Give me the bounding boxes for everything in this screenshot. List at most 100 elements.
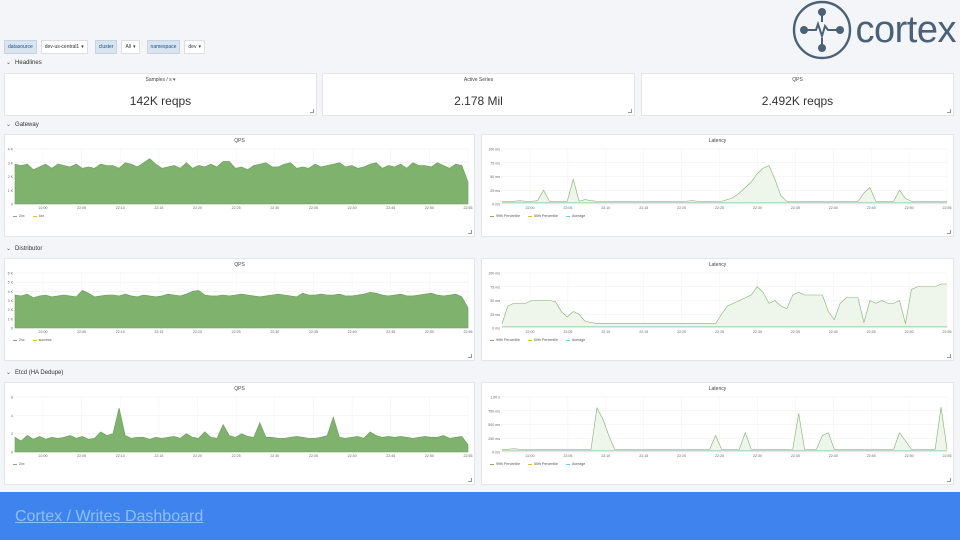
x-tick-label: 22:40	[348, 206, 357, 210]
row-gateway[interactable]: ⌄ Gateway	[6, 121, 39, 129]
resize-handle[interactable]	[628, 109, 632, 113]
legend: 99th Percentile 50th Percentile Average	[490, 214, 585, 218]
y-tick-label: 0	[11, 327, 13, 331]
legend-item[interactable]: Average	[565, 214, 585, 218]
x-tick-label: 22:10	[601, 330, 610, 334]
resize-handle[interactable]	[310, 109, 314, 113]
graph-panel-etcd-latency[interactable]: Latency 1.00 s 750 ms 500 ms 250 ms 0 ms 22:00…	[481, 382, 954, 485]
panel-title: QPS	[234, 386, 245, 392]
legend-swatch	[13, 463, 17, 465]
series-area-2xx	[14, 158, 469, 205]
legend-swatch	[13, 339, 17, 341]
x-tick-label: 22:00	[526, 330, 535, 334]
series-line-p99	[502, 165, 947, 202]
y-tick-label: 2 K	[8, 308, 14, 312]
row-distributor[interactable]: ⌄ Distributor	[6, 245, 42, 253]
stat-value: 142K reqps	[129, 94, 192, 108]
x-tick-label: 22:30	[753, 206, 762, 210]
legend-item[interactable]: 2xx	[13, 338, 25, 342]
legend-swatch	[13, 215, 17, 217]
x-tick-label: 22:00	[526, 206, 535, 210]
legend-item[interactable]: Average	[565, 338, 585, 342]
dashboard-title-link[interactable]: Cortex / Writes Dashboard	[15, 508, 204, 525]
x-tick-label: 22:40	[829, 330, 838, 334]
legend-item[interactable]: 50th Percentile	[527, 214, 558, 218]
legend-item[interactable]: 2xx	[13, 462, 25, 466]
legend-item[interactable]: 2xx	[13, 214, 25, 218]
x-tick-label: 22:45	[867, 454, 876, 458]
y-tick-label: 75 ms	[490, 285, 500, 289]
legend-item[interactable]: 50th Percentile	[527, 338, 558, 342]
y-tick-label: 0 ms	[492, 203, 500, 207]
chevron-down-icon: ⌄	[6, 370, 12, 376]
legend-swatch	[490, 339, 494, 341]
x-tick-label: 22:50	[905, 206, 914, 210]
legend-label: 2xx	[19, 214, 25, 218]
resize-handle[interactable]	[947, 230, 951, 234]
legend-item[interactable]: 4xx	[32, 214, 45, 218]
var-label-datasource: datasource	[4, 40, 37, 54]
x-tick-label: 22:55	[943, 330, 952, 334]
cortex-logo: cortex	[792, 0, 957, 60]
resize-handle[interactable]	[947, 354, 951, 358]
stat-panel-qps[interactable]: QPS 2.492K reqps	[641, 73, 954, 116]
series-line-p99	[501, 283, 947, 324]
x-tick-label: 22:05	[77, 454, 86, 458]
x-tick-label: 22:00	[39, 454, 48, 458]
row-etcd[interactable]: ⌄ Etcd (HA Dedupe)	[6, 369, 64, 377]
legend-item[interactable]: success	[32, 338, 52, 342]
y-tick-label: 4 K	[8, 290, 14, 294]
x-tick-label: 22:30	[753, 454, 762, 458]
row-gateway-title: Gateway	[15, 121, 39, 128]
resize-handle[interactable]	[468, 478, 472, 482]
legend-item[interactable]: 50th Percentile	[527, 462, 558, 466]
x-tick-label: 22:15	[639, 330, 648, 334]
x-tick-label: 22:50	[905, 454, 914, 458]
stat-panel-samples[interactable]: Samples / s ▾ 142K reqps	[4, 73, 317, 116]
y-tick-label: 1 K	[8, 189, 14, 193]
graph-panel-gateway-latency[interactable]: Latency 100 ms 75 ms 50 ms 25 ms 0 ms 22:00 22:…	[481, 134, 954, 237]
graph-panel-distributor-qps[interactable]: QPS 6 K 5 K 4 K 3 K 2 K 1 K 0 22:00 22:05 22:10 22:…	[4, 258, 475, 361]
x-tick-label: 22:35	[791, 330, 800, 334]
x-tick-label: 22:55	[464, 206, 473, 210]
x-tick-label: 22:20	[677, 330, 686, 334]
x-tick-label: 22:05	[77, 206, 86, 210]
panel-title: Latency	[708, 138, 727, 144]
resize-handle[interactable]	[947, 109, 951, 113]
series-area-p99	[502, 406, 947, 452]
graph-panel-distributor-latency[interactable]: Latency 100 ms 75 ms 50 ms 25 ms 0 ms 22:00 22:…	[481, 258, 954, 361]
x-tick-label: 22:05	[77, 330, 86, 334]
x-tick-label: 22:40	[829, 454, 838, 458]
stat-panel-active-series[interactable]: Active Series 2.178 Mil	[322, 73, 635, 116]
graph-panel-gateway-qps[interactable]: QPS 4 K 3 K 2 K 1 K 0 22:00 22:05 22:10 22:15 22:2…	[4, 134, 475, 237]
y-tick-label: 5 K	[8, 281, 14, 285]
x-tick-label: 22:45	[386, 330, 395, 334]
legend-label: success	[38, 338, 52, 342]
resize-handle[interactable]	[468, 354, 472, 358]
chevron-down-icon: ⌄	[6, 122, 12, 128]
legend-item[interactable]: Average	[565, 462, 585, 466]
x-tick-label: 22:25	[715, 330, 724, 334]
datasource-select[interactable]: dev-us-central1 ▾	[40, 40, 88, 54]
y-tick-label: 1.00 s	[490, 396, 500, 400]
x-tick-label: 22:35	[309, 330, 318, 334]
legend: 2xx	[13, 462, 25, 466]
resize-handle[interactable]	[468, 230, 472, 234]
x-tick-label: 22:20	[677, 454, 686, 458]
legend-item[interactable]: 99th Percentile	[490, 338, 520, 342]
legend-item[interactable]: 99th Percentile	[490, 214, 520, 218]
variable-bar: datasource dev-us-central1 ▾ cluster All ▾…	[4, 40, 208, 54]
cluster-value: All	[125, 44, 132, 50]
y-tick-label: 100 ms	[488, 272, 500, 276]
legend-item[interactable]: 99th Percentile	[490, 462, 520, 466]
row-headlines[interactable]: ⌄ Headlines	[6, 59, 42, 67]
cluster-select[interactable]: All ▾	[121, 40, 140, 54]
row-etcd-title: Etcd (HA Dedupe)	[15, 369, 64, 376]
y-tick-label: 0 ms	[492, 327, 500, 331]
legend-label: 4xx	[38, 214, 45, 218]
resize-handle[interactable]	[947, 478, 951, 482]
namespace-select[interactable]: dev ▾	[184, 40, 205, 54]
graph-panel-etcd-qps[interactable]: QPS 6 4 2 0 22:00 22:05 22:10 22:15 22:20 22:25 22:…	[4, 382, 475, 485]
x-tick-label: 22:10	[116, 330, 125, 334]
